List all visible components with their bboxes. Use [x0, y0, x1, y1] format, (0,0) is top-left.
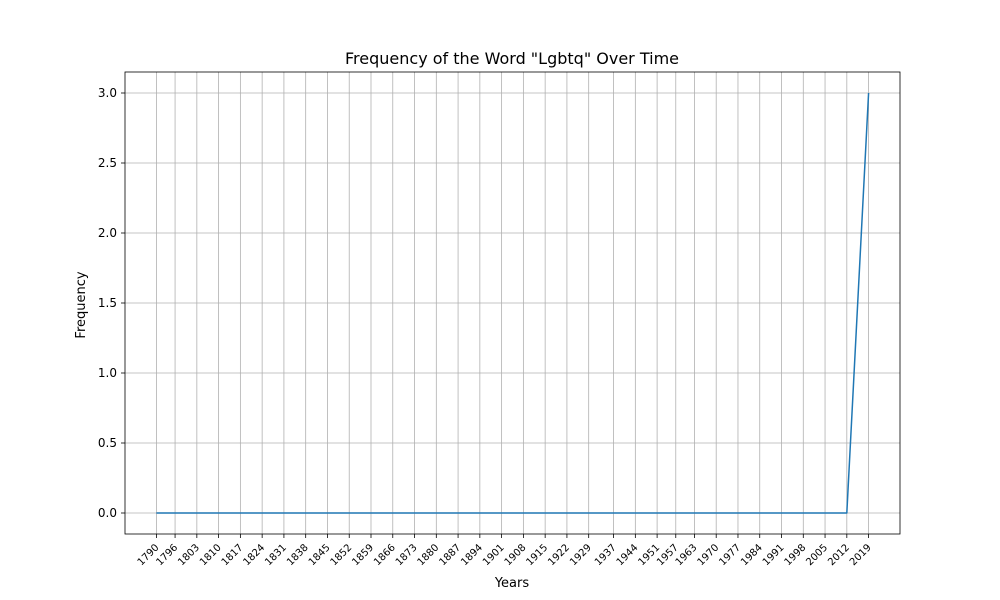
x-tick-label: 1859 — [350, 542, 376, 568]
x-tick-label: 1901 — [481, 542, 507, 568]
x-tick-label: 1937 — [593, 542, 619, 568]
x-tick-label: 2005 — [804, 542, 830, 568]
x-tick-label: 1831 — [263, 542, 289, 568]
y-axis-label: Frequency — [74, 271, 89, 338]
x-tick-label: 1894 — [459, 542, 485, 568]
x-tick-label: 1887 — [437, 542, 463, 568]
x-tick-label: 1880 — [416, 542, 442, 568]
x-tick-label: 1866 — [372, 542, 398, 568]
x-tick-label: 1915 — [524, 542, 550, 568]
x-tick-label: 1796 — [154, 542, 180, 568]
y-tick-label: 0.0 — [98, 506, 117, 520]
x-tick-label: 1984 — [739, 542, 765, 568]
y-tick-label: 2.0 — [98, 226, 117, 240]
series-layer — [156, 92, 870, 514]
x-tick-label: 1977 — [717, 542, 743, 568]
x-tick-label: 1922 — [546, 542, 572, 568]
x-tick-label: 1824 — [241, 542, 267, 568]
x-axis-label: Years — [494, 576, 530, 591]
y-tick-label: 1.5 — [98, 296, 117, 310]
x-tick-label: 2019 — [848, 542, 874, 568]
x-tick-label: 1838 — [285, 542, 311, 568]
x-tick-label: 1852 — [329, 542, 355, 568]
series-line — [156, 92, 870, 514]
x-tick-label: 1810 — [198, 542, 224, 568]
x-tick-label: 1929 — [568, 542, 594, 568]
x-tick-label: 1817 — [220, 542, 246, 568]
y-tick-label: 2.5 — [98, 156, 117, 170]
grid — [125, 72, 900, 534]
x-tick-label: 1963 — [674, 542, 700, 568]
x-tick-label: 2012 — [826, 542, 852, 568]
x-tick-label: 1970 — [696, 542, 722, 568]
x-tick-label: 1873 — [394, 542, 420, 568]
y-tick-label: 0.5 — [98, 436, 117, 450]
x-tick-label: 1845 — [307, 542, 333, 568]
x-tick-label: 1991 — [761, 542, 787, 568]
chart-title: Frequency of the Word "Lgbtq" Over Time — [345, 49, 679, 68]
y-tick-label: 3.0 — [98, 86, 117, 100]
plot-frame — [124, 71, 901, 535]
x-tick-label: 1908 — [503, 542, 529, 568]
x-tick-label: 1803 — [176, 542, 202, 568]
y-tick-label: 1.0 — [98, 366, 117, 380]
x-tick-label: 1944 — [615, 542, 641, 568]
x-tick-label: 1998 — [783, 542, 809, 568]
